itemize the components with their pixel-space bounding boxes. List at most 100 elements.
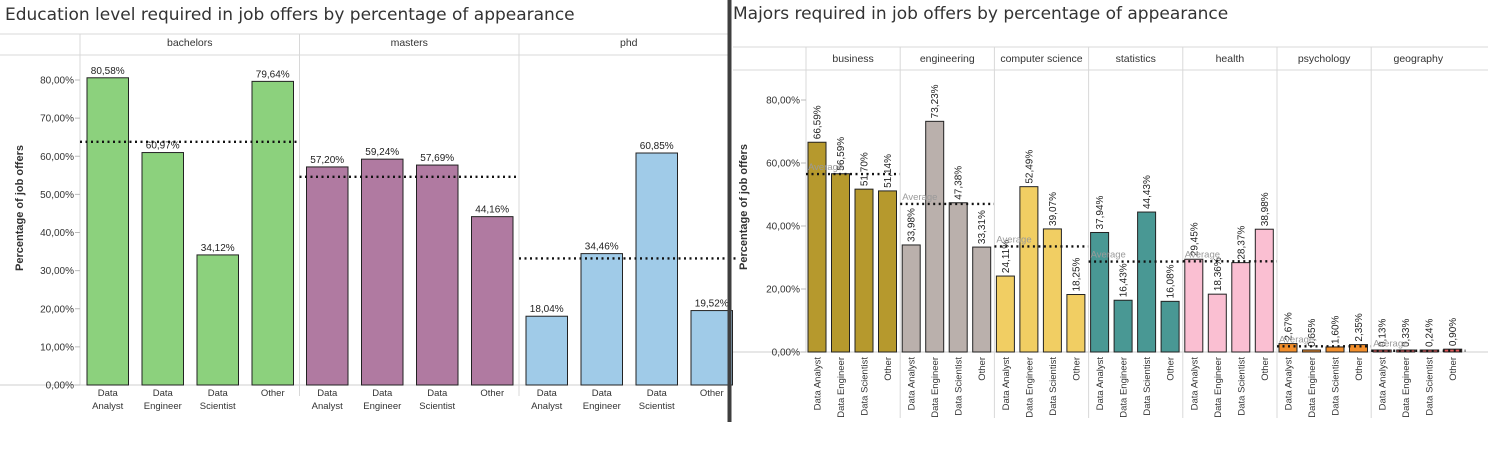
bar-business <box>807 141 827 353</box>
y-tick-label: 40,00% <box>40 228 74 239</box>
category-label: Data Engineer <box>1307 357 1318 418</box>
category-label: Other <box>261 388 285 399</box>
category-label: Data Scientist <box>1142 357 1153 416</box>
category-label: Other <box>1260 357 1271 381</box>
category-label: Data <box>208 388 229 399</box>
data-label: 47,38% <box>954 166 965 200</box>
data-label: 2,67% <box>1284 312 1295 340</box>
y-tick-label: 20,00% <box>766 285 800 296</box>
data-label: 60,97% <box>146 141 180 152</box>
bar-engineering <box>948 202 968 353</box>
category-label: Scientist <box>200 401 236 412</box>
data-label: 18,25% <box>1071 257 1082 291</box>
y-tick-label: 0,00% <box>46 381 74 392</box>
bar-health <box>1184 258 1204 353</box>
average-label: Average <box>1091 250 1126 261</box>
bar-masters <box>306 166 349 386</box>
y-tick-label: 40,00% <box>766 222 800 233</box>
category-label: Data <box>317 388 338 399</box>
bar-phd <box>635 152 678 386</box>
category-label: Other <box>480 388 504 399</box>
data-label: 57,20% <box>310 155 344 166</box>
category-label: Data <box>372 388 393 399</box>
category-label: Data Scientist <box>1048 357 1059 416</box>
category-label: Other <box>700 388 724 399</box>
data-label: 60,85% <box>640 141 674 152</box>
data-label: 0,65% <box>1307 318 1318 346</box>
data-label: 2,35% <box>1354 313 1365 341</box>
majors-chart-title: Majors required in job offers by percent… <box>733 4 1228 24</box>
category-label: Analyst <box>312 401 344 412</box>
category-label: Scientist <box>639 401 675 412</box>
data-label: 1,60% <box>1331 315 1342 343</box>
data-label: 59,24% <box>365 147 399 158</box>
chart-divider <box>727 0 732 422</box>
category-label: Scientist <box>419 401 455 412</box>
category-label: Analyst <box>531 401 563 412</box>
data-label: 34,12% <box>201 243 235 254</box>
bar-bachelors <box>196 254 239 386</box>
bar-business <box>854 188 874 353</box>
y-tick-label: 0,00% <box>772 348 800 359</box>
data-label: 16,43% <box>1119 263 1130 297</box>
bar-computer science <box>995 275 1015 353</box>
y-tick-label: 80,00% <box>766 96 800 107</box>
bar-health <box>1231 262 1251 353</box>
average-label: Average <box>808 162 843 173</box>
bar-engineering <box>901 244 921 353</box>
bar-statistics <box>1113 299 1133 353</box>
category-label: Data <box>427 388 448 399</box>
bar-computer science <box>1042 228 1062 353</box>
data-label: 24,11% <box>1001 240 1012 273</box>
bar-bachelors <box>86 77 129 386</box>
panel-header-engineering: engineering <box>920 53 975 65</box>
y-tick-label: 10,00% <box>40 342 74 353</box>
category-label: Data Analyst <box>1189 357 1200 411</box>
category-label: Data Scientist <box>1236 357 1247 416</box>
category-label: Data Analyst <box>1001 357 1012 411</box>
y-axis-label: Percentage of job offers <box>14 145 26 271</box>
panel-header-masters: masters <box>391 37 428 49</box>
data-label: 51,70% <box>860 152 871 186</box>
data-label: 34,46% <box>585 242 619 253</box>
category-label: Data Engineer <box>1119 357 1130 418</box>
data-label: 18,36% <box>1213 257 1224 291</box>
panel-header-statistics: statistics <box>1116 53 1156 65</box>
category-label: Data Analyst <box>1378 357 1389 411</box>
category-label: Data Engineer <box>836 357 847 418</box>
data-label: 73,23% <box>930 84 941 118</box>
category-label: Data Analyst <box>813 357 824 411</box>
average-label: Average <box>1279 334 1314 345</box>
category-label: Other <box>883 357 894 381</box>
data-label: 0,24% <box>1425 319 1436 347</box>
category-label: Other <box>1448 357 1459 381</box>
bar-computer science <box>1066 294 1086 353</box>
category-label: Data <box>153 388 174 399</box>
education-chart-title: Education level required in job offers b… <box>5 5 575 25</box>
data-label: 33,98% <box>907 208 918 242</box>
data-label: 33,31% <box>977 210 988 244</box>
data-label: 16,08% <box>1166 264 1177 298</box>
bar-psychology <box>1278 343 1298 353</box>
data-label: 0,13% <box>1378 319 1389 347</box>
panel-header-psychology: psychology <box>1298 53 1351 65</box>
bar-psychology <box>1349 344 1368 353</box>
category-label: Data Analyst <box>1284 357 1295 411</box>
data-label: 18,04% <box>530 304 564 315</box>
y-axis-label: Percentage of job offers <box>738 144 750 270</box>
bar-masters <box>361 158 404 386</box>
data-label: 52,49% <box>1024 150 1035 184</box>
category-label: Data <box>537 388 558 399</box>
category-label: Analyst <box>92 401 124 412</box>
bar-statistics <box>1160 300 1180 353</box>
category-label: Data Scientist <box>1425 357 1436 416</box>
panel-header-bachelors: bachelors <box>167 37 213 49</box>
panel-header-health: health <box>1216 53 1245 65</box>
category-label: Data Scientist <box>860 357 871 416</box>
panel-header-computer science: computer science <box>1000 53 1082 65</box>
bar-health <box>1207 293 1227 353</box>
bar-bachelors <box>251 80 294 386</box>
category-label: Other <box>1354 357 1365 381</box>
category-label: Data Engineer <box>930 357 941 418</box>
category-label: Engineer <box>144 401 182 412</box>
